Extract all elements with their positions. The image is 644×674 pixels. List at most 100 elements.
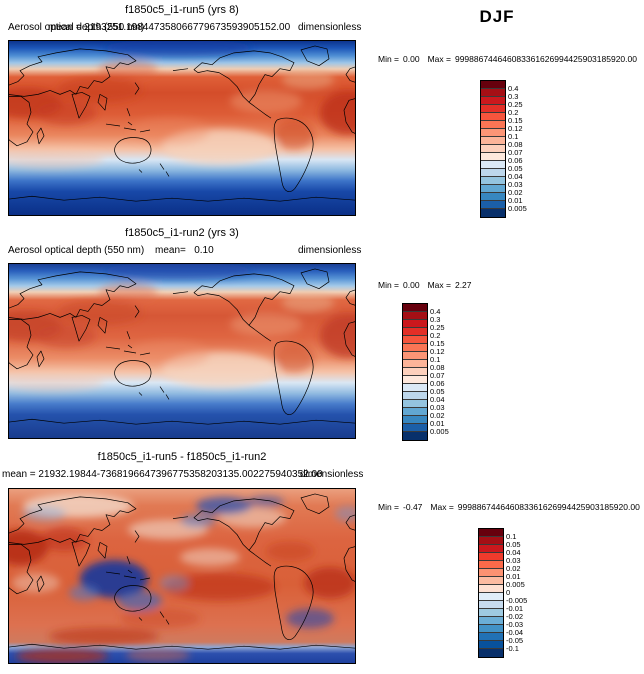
colorbar-block bbox=[481, 89, 505, 97]
panel1-colorbar-blocks bbox=[480, 80, 506, 218]
colorbar-block bbox=[481, 113, 505, 121]
panel1-min-label: Min = bbox=[378, 54, 400, 64]
panel3-max-value: 999886744646083361626994425903185920.00 bbox=[457, 502, 640, 512]
colorbar-tick-label: -0.1 bbox=[506, 644, 519, 653]
colorbar-block bbox=[403, 408, 427, 416]
colorbar-tick-label: 0.3 bbox=[430, 315, 441, 324]
colorbar-block bbox=[403, 304, 427, 312]
colorbar-block bbox=[479, 649, 503, 657]
colorbar-block bbox=[403, 384, 427, 392]
colorbar-tick-label: 0.05 bbox=[508, 164, 523, 173]
colorbar-tick-label: 0.03 bbox=[506, 556, 521, 565]
colorbar-tick-label: 0.15 bbox=[430, 339, 445, 348]
panel1-units-label: dimensionless bbox=[298, 22, 362, 33]
colorbar-block bbox=[403, 320, 427, 328]
colorbar-block bbox=[403, 312, 427, 320]
colorbar-tick-label: 0.01 bbox=[430, 419, 445, 428]
colorbar-block bbox=[403, 352, 427, 360]
panel2-max-label: Max = bbox=[427, 280, 451, 290]
colorbar-tick-label: -0.04 bbox=[506, 628, 524, 637]
colorbar-tick-label: -0.05 bbox=[506, 636, 524, 645]
colorbar-tick-label: 0.02 bbox=[430, 411, 445, 420]
panel2-min-value: 0.00 bbox=[403, 280, 420, 290]
colorbar-tick-label: 0.04 bbox=[430, 395, 445, 404]
panel3-colorbar-blocks bbox=[478, 528, 504, 658]
colorbar-block bbox=[479, 617, 503, 625]
colorbar-block bbox=[403, 360, 427, 368]
colorbar-tick-label: 0.08 bbox=[508, 140, 523, 149]
colorbar-block bbox=[481, 161, 505, 169]
colorbar-tick-label: 0.07 bbox=[430, 371, 445, 380]
colorbar-block bbox=[481, 129, 505, 137]
panel2-title: f1850c5_i1-run2 (yrs 3) bbox=[125, 227, 239, 239]
colorbar-tick-label: 0.07 bbox=[508, 148, 523, 157]
colorbar-block bbox=[403, 392, 427, 400]
panel2-variable-label: Aerosol optical depth (550 nm) bbox=[8, 245, 145, 256]
colorbar-tick-label: 0.1 bbox=[506, 532, 517, 541]
panel3-minmax: Min = -0.47 Max = 9998867446460833616269944… bbox=[378, 502, 640, 512]
panel2-minmax: Min = 0.00 Max = 2.27 bbox=[378, 280, 472, 290]
colorbar-tick-label: 0.25 bbox=[508, 100, 523, 109]
panel3-min-value: -0.47 bbox=[403, 502, 423, 512]
panel3-colorbar: 0.1 0.05 0.04 0.03 0.02 0.01 0.005 0 -0.005 -0.01… bbox=[478, 528, 527, 658]
colorbar-tick-label: 0.4 bbox=[430, 307, 441, 316]
panel2-mean-text: mean= 0.10 bbox=[155, 245, 214, 256]
colorbar-block bbox=[479, 601, 503, 609]
colorbar-block bbox=[403, 432, 427, 440]
colorbar-tick-label: 0.04 bbox=[508, 172, 523, 181]
panel1-max-value: 999886744646083361626994425903185920.00 bbox=[454, 54, 637, 64]
colorbar-tick-label: -0.01 bbox=[506, 604, 524, 613]
panel2-colorbar: 0.4 0.3 0.25 0.2 0.15 0.12 0.1 0.08 0.07 0.06 0.05… bbox=[402, 303, 449, 441]
colorbar-block bbox=[403, 328, 427, 336]
colorbar-block bbox=[479, 529, 503, 537]
colorbar-tick-label: 0.12 bbox=[508, 124, 523, 133]
colorbar-block bbox=[481, 169, 505, 177]
colorbar-tick-label: 0.005 bbox=[430, 427, 449, 436]
colorbar-block bbox=[481, 121, 505, 129]
colorbar-tick-label: 0.03 bbox=[508, 180, 523, 189]
colorbar-tick-label: 0.05 bbox=[506, 540, 521, 549]
colorbar-block bbox=[479, 609, 503, 617]
colorbar-block bbox=[479, 553, 503, 561]
colorbar-tick-label: -0.03 bbox=[506, 620, 524, 629]
colorbar-block bbox=[403, 336, 427, 344]
colorbar-block bbox=[481, 185, 505, 193]
colorbar-tick-label: 0.01 bbox=[508, 196, 523, 205]
panel3-title: f1850c5_i1-run5 - f1850c5_i1-run2 bbox=[97, 451, 267, 463]
panel2-min-label: Min = bbox=[378, 280, 400, 290]
colorbar-block bbox=[479, 545, 503, 553]
panel1-colorbar: 0.4 0.3 0.25 0.2 0.15 0.12 0.1 0.08 0.07 0.06 0.05… bbox=[480, 80, 527, 218]
colorbar-tick-label: -0.005 bbox=[506, 596, 528, 605]
colorbar-block bbox=[403, 344, 427, 352]
colorbar-tick-label: 0.02 bbox=[508, 188, 523, 197]
colorbar-block bbox=[481, 177, 505, 185]
colorbar-tick-label: 0.03 bbox=[430, 403, 445, 412]
colorbar-block bbox=[481, 201, 505, 209]
colorbar-tick-label: 0.2 bbox=[430, 331, 441, 340]
panel3-units-label: dimensionless bbox=[300, 469, 364, 480]
colorbar-block bbox=[479, 641, 503, 649]
colorbar-tick-label: 0.02 bbox=[506, 564, 521, 573]
colorbar-block bbox=[479, 585, 503, 593]
colorbar-block bbox=[403, 368, 427, 376]
colorbar-block bbox=[403, 416, 427, 424]
panel1-mean-text: mean = 2193251.1984473580667796735939051… bbox=[48, 22, 291, 33]
colorbar-block bbox=[481, 193, 505, 201]
colorbar-block bbox=[479, 537, 503, 545]
colorbar-tick-label: 0.3 bbox=[508, 92, 519, 101]
colorbar-block bbox=[403, 376, 427, 384]
panel2-colorbar-blocks bbox=[402, 303, 428, 441]
colorbar-tick-label: 0.15 bbox=[508, 116, 523, 125]
colorbar-block bbox=[481, 145, 505, 153]
season-label: DJF bbox=[479, 7, 515, 26]
colorbar-block bbox=[479, 561, 503, 569]
colorbar-tick-label: 0.12 bbox=[430, 347, 445, 356]
colorbar-block bbox=[481, 153, 505, 161]
colorbar-tick-label: 0.04 bbox=[506, 548, 521, 557]
panel3-map bbox=[8, 488, 356, 664]
colorbar-block bbox=[479, 625, 503, 633]
panel3-max-label: Max = bbox=[430, 502, 454, 512]
colorbar-block bbox=[479, 577, 503, 585]
colorbar-block bbox=[403, 400, 427, 408]
